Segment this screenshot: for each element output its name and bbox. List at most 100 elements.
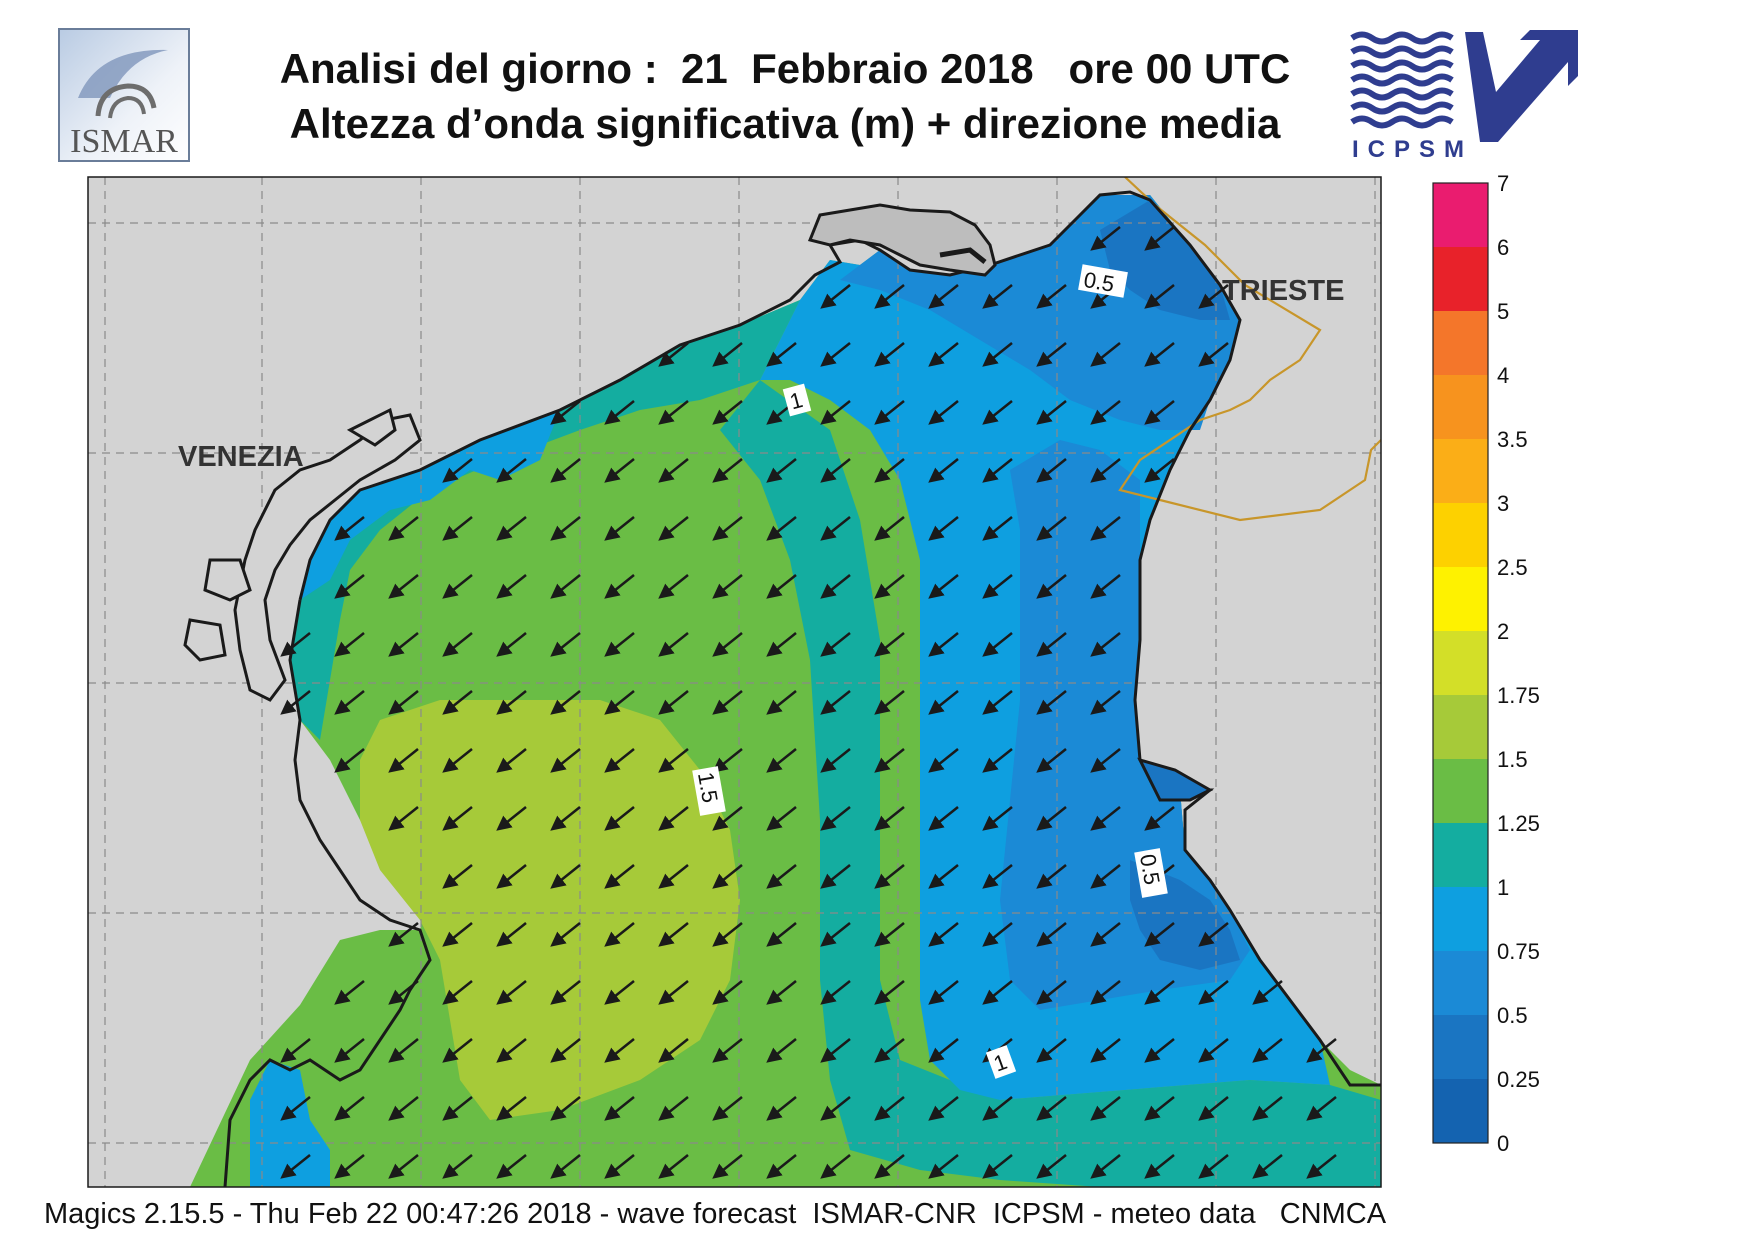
wave-arrow xyxy=(658,748,689,773)
band-1-1.25-west xyxy=(290,300,800,740)
wave-arrow xyxy=(1090,516,1121,541)
wave-arrow xyxy=(604,922,635,947)
wave-arrow xyxy=(1036,864,1067,889)
wave-arrow xyxy=(1036,806,1067,831)
ismar-logo-text: ISMAR xyxy=(70,123,178,160)
wave-arrow xyxy=(1090,748,1121,773)
wave-arrow xyxy=(820,922,851,947)
wave-arrow xyxy=(442,1154,473,1179)
wave-arrow xyxy=(1036,516,1067,541)
wave-arrow xyxy=(874,1038,905,1063)
wave-arrow xyxy=(658,980,689,1005)
wave-arrow xyxy=(280,1154,311,1179)
wave-arrow xyxy=(928,574,959,599)
wave-arrow xyxy=(658,400,689,425)
wave-arrow xyxy=(712,922,743,947)
coastline-west xyxy=(223,599,432,1187)
colorbar-swatch xyxy=(1433,1079,1488,1144)
wave-arrow xyxy=(550,806,581,831)
wave-arrow xyxy=(496,458,527,483)
wave-arrow xyxy=(928,922,959,947)
wave-arrow xyxy=(334,980,365,1005)
wave-arrow xyxy=(1198,284,1229,309)
wave-arrow xyxy=(712,632,743,657)
wave-arrow xyxy=(766,1154,797,1179)
wave-arrow xyxy=(658,864,689,889)
wave-arrow xyxy=(982,1096,1013,1121)
wave-arrow xyxy=(496,922,527,947)
wave-arrow xyxy=(766,748,797,773)
wave-arrow xyxy=(658,516,689,541)
wave-arrow xyxy=(658,1096,689,1121)
wave-arrow xyxy=(442,748,473,773)
wave-arrow xyxy=(550,922,581,947)
wave-arrow xyxy=(982,980,1013,1005)
wave-arrow xyxy=(550,574,581,599)
wave-arrow xyxy=(712,342,743,367)
wave-arrow xyxy=(550,400,581,425)
wave-arrow xyxy=(1036,748,1067,773)
wave-arrow xyxy=(820,632,851,657)
wave-arrow xyxy=(442,806,473,831)
wave-arrow xyxy=(712,690,743,715)
wave-arrow xyxy=(388,632,419,657)
wave-arrow xyxy=(982,516,1013,541)
wave-arrow xyxy=(280,1038,311,1063)
wave-arrow xyxy=(1090,400,1121,425)
wave-arrow xyxy=(550,458,581,483)
wave-arrow xyxy=(766,864,797,889)
wave-arrow xyxy=(604,458,635,483)
wave-arrow xyxy=(928,516,959,541)
wave-arrow xyxy=(766,806,797,831)
wave-arrow xyxy=(712,980,743,1005)
wave-arrow xyxy=(334,1154,365,1179)
wave-arrow xyxy=(1252,980,1283,1005)
wave-arrow xyxy=(1144,226,1175,251)
wave-arrow xyxy=(1198,1038,1229,1063)
wave-arrow xyxy=(820,864,851,889)
colorbar-swatch xyxy=(1433,951,1488,1016)
wave-arrow xyxy=(712,400,743,425)
wave-arrow xyxy=(1198,980,1229,1005)
wave-arrow xyxy=(334,516,365,541)
wave-arrow xyxy=(334,632,365,657)
colorbar-tick-label: 3 xyxy=(1497,491,1510,516)
band-1.5-1.75 xyxy=(360,700,740,1120)
wave-arrow xyxy=(1090,806,1121,831)
wave-arrow xyxy=(658,922,689,947)
wave-arrow xyxy=(766,632,797,657)
wave-arrow xyxy=(766,1038,797,1063)
wave-arrow xyxy=(388,1096,419,1121)
wave-arrow xyxy=(604,980,635,1005)
wave-arrow xyxy=(820,806,851,831)
wave-arrow xyxy=(604,1038,635,1063)
wave-arrow xyxy=(388,922,419,947)
wave-arrow xyxy=(550,980,581,1005)
wave-arrow xyxy=(928,1096,959,1121)
wave-arrow xyxy=(874,806,905,831)
wave-arrow xyxy=(550,516,581,541)
wave-arrow xyxy=(388,690,419,715)
svg-text:0.5: 0.5 xyxy=(1135,852,1165,886)
wave-arrow xyxy=(982,864,1013,889)
footer-credits: Magics 2.15.5 - Thu Feb 22 00:47:26 2018… xyxy=(44,1198,1387,1230)
wave-arrow xyxy=(604,632,635,657)
wave-arrow xyxy=(496,864,527,889)
colorbar-tick-label: 2 xyxy=(1497,619,1510,644)
wave-arrow xyxy=(658,1038,689,1063)
wave-arrow xyxy=(766,574,797,599)
wave-arrow xyxy=(658,632,689,657)
wave-arrow xyxy=(1306,1096,1337,1121)
wave-arrow xyxy=(1036,1038,1067,1063)
wave-arrow xyxy=(874,458,905,483)
wave-arrow xyxy=(1144,1154,1175,1179)
colorbar-swatch xyxy=(1433,439,1488,504)
wave-arrow xyxy=(442,690,473,715)
wave-arrow xyxy=(442,922,473,947)
colorbar-tick-label: 0 xyxy=(1497,1131,1510,1156)
map-area: 0.5 1 1.5 0.5 1 VENEZIA TRIESTE xyxy=(88,177,1381,1187)
wave-arrow xyxy=(766,342,797,367)
colorbar-tick-label: 2.5 xyxy=(1497,555,1528,580)
wave-arrow xyxy=(388,574,419,599)
wave-arrow xyxy=(874,400,905,425)
